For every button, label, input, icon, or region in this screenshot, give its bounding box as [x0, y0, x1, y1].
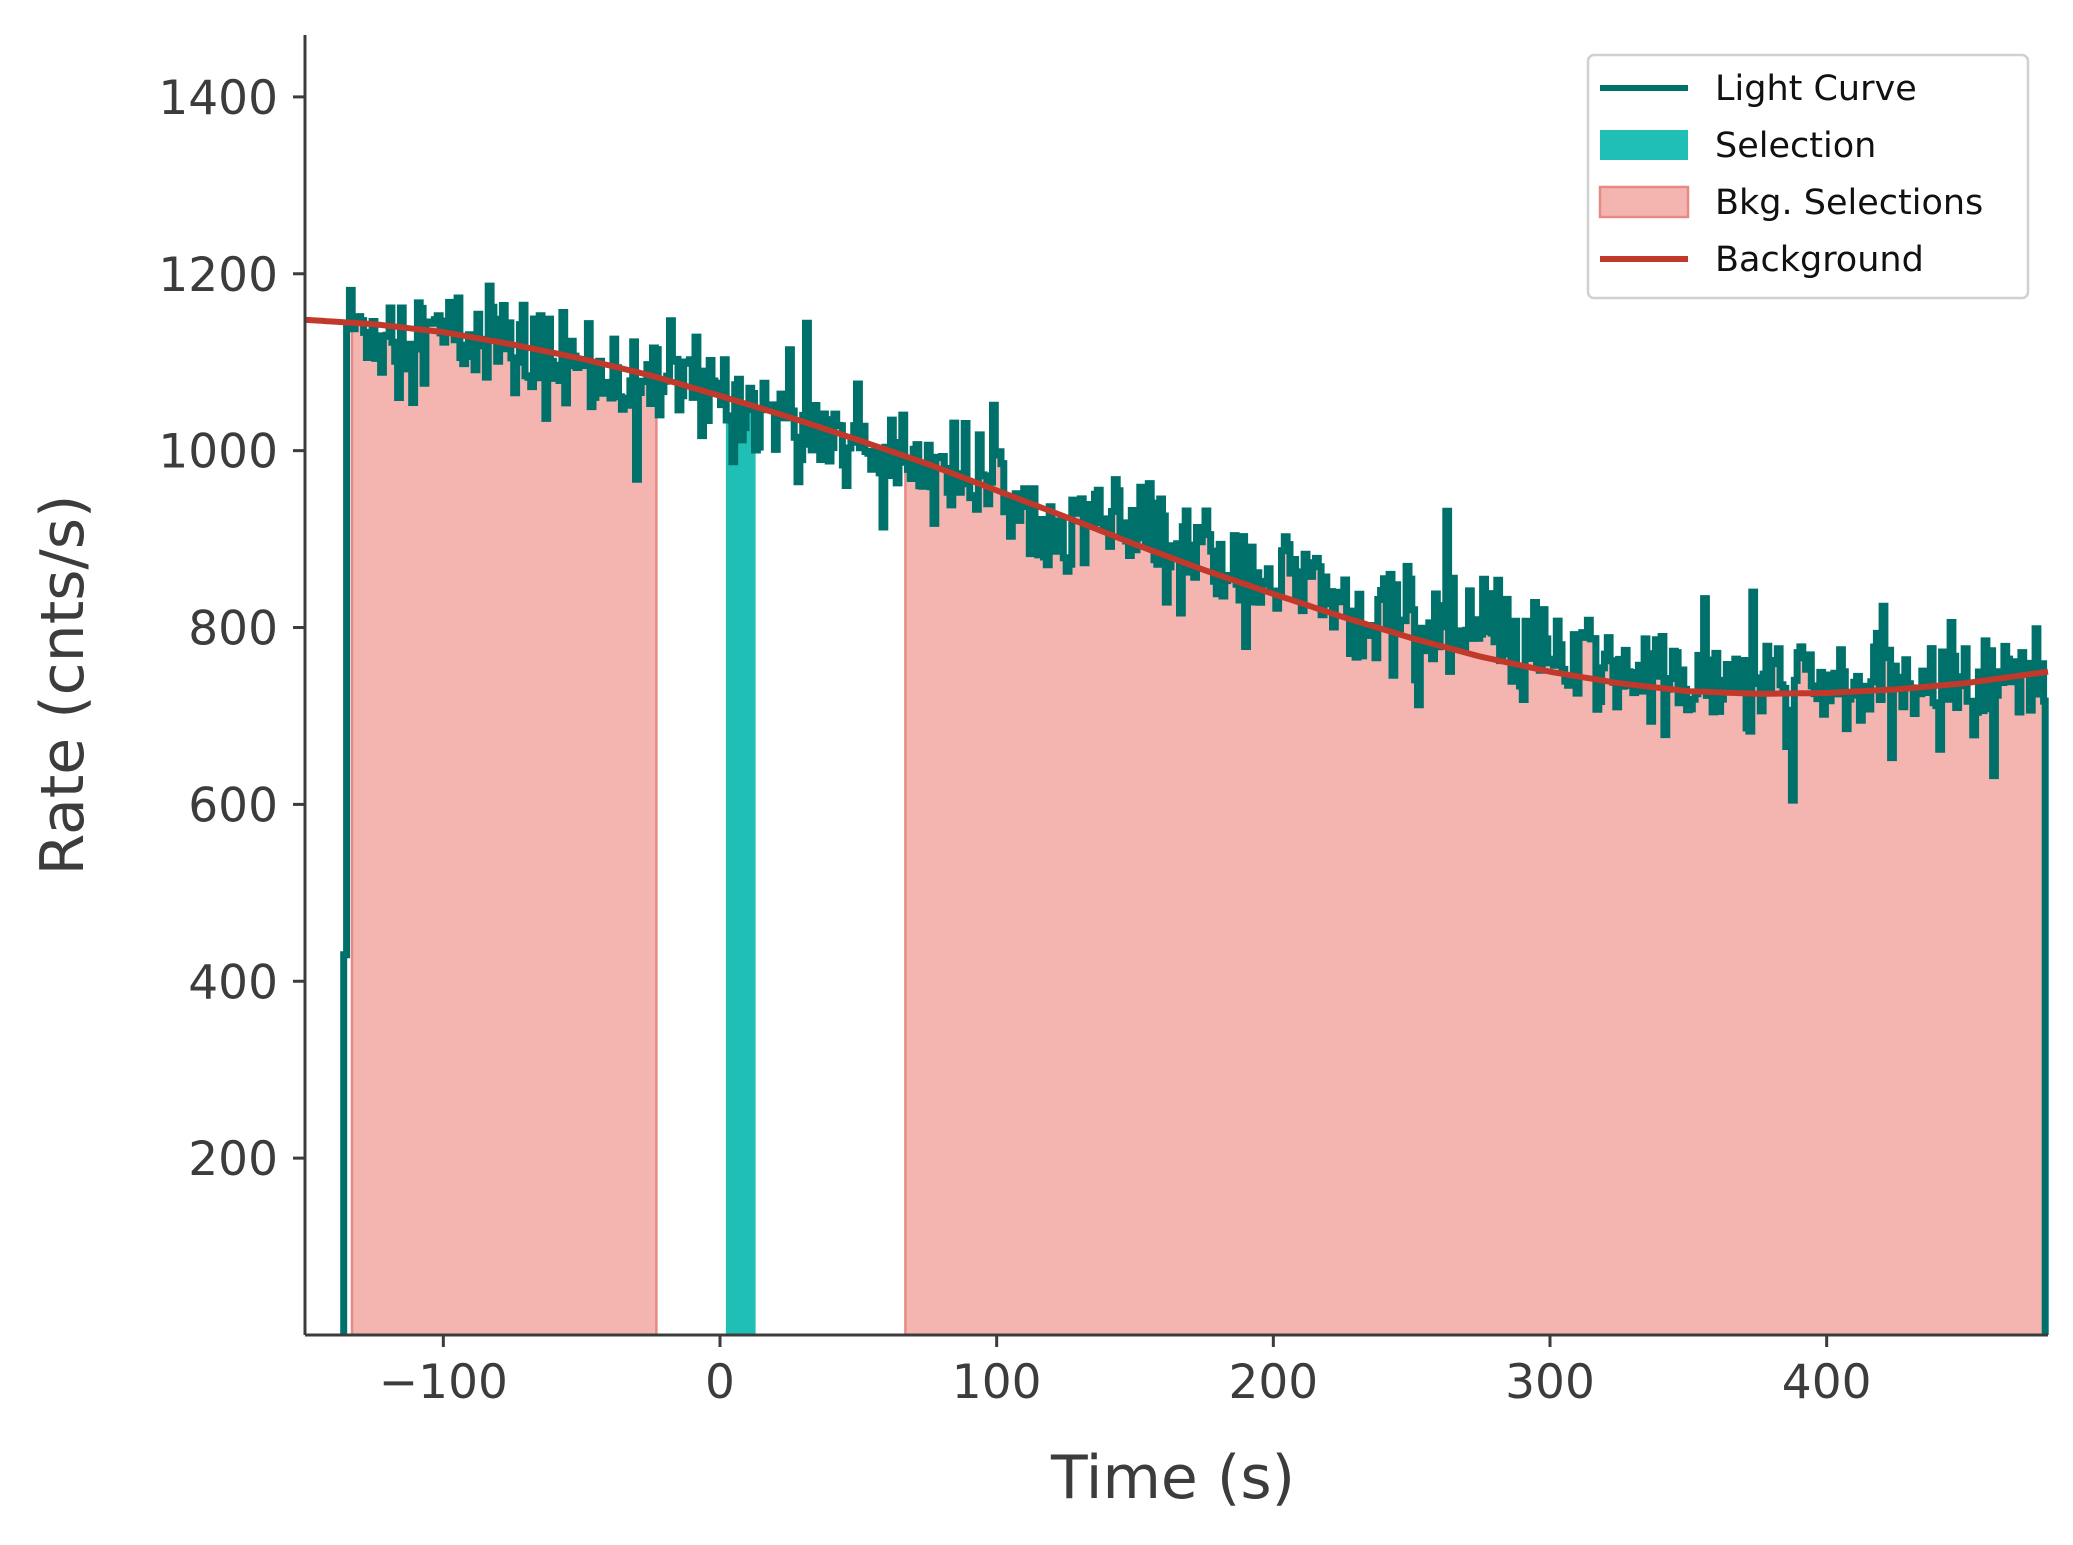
y-tick-label: 1400	[158, 71, 278, 126]
x-tick-label: 100	[952, 1355, 1042, 1410]
x-tick-label: 400	[1782, 1355, 1872, 1410]
y-tick-label: 1000	[158, 425, 278, 480]
axes-layer	[303, 35, 2048, 1337]
legend: Light Curve Selection Bkg. Selections Ba…	[1586, 53, 2030, 300]
ticks-layer: −100 0 100 200 300 400 200 400 600 800 1000 1200 140…	[158, 71, 1871, 1410]
x-tick-label: −100	[379, 1355, 508, 1410]
selection-layer	[725, 378, 756, 1336]
bkg-selection-fill-1	[350, 284, 658, 1337]
x-tick-label: 200	[1228, 1355, 1318, 1410]
y-tick-label: 600	[188, 778, 278, 833]
bkg-selection-fill-2	[904, 404, 2047, 1337]
legend-label-light-curve: Light Curve	[1715, 69, 1917, 109]
light-curve-layer	[340, 282, 2049, 1335]
legend-swatch-selection	[1600, 130, 1688, 160]
legend-swatch-bkg-selections	[1598, 185, 1690, 219]
legend-frame	[1586, 53, 2030, 300]
legend-label-background: Background	[1715, 240, 1924, 280]
y-tick-label: 1200	[158, 248, 278, 303]
y-tick-label: 200	[188, 1132, 278, 1187]
x-tick-label: 0	[705, 1355, 735, 1410]
bkg-selections-layer	[350, 284, 2047, 1337]
legend-label-selection: Selection	[1715, 126, 1876, 166]
x-tick-label: 300	[1505, 1355, 1595, 1410]
legend-label-bkg-selections: Bkg. Selections	[1715, 183, 1983, 223]
y-axis-title: Rate (cnts/s)	[28, 495, 98, 876]
x-axis-title: Time (s)	[1050, 1443, 1295, 1513]
background-model-line	[304, 316, 2049, 697]
selection-fill	[725, 378, 756, 1336]
y-tick-label: 800	[188, 602, 278, 657]
light-curve-line	[340, 282, 2049, 1335]
y-tick-label: 400	[188, 955, 278, 1010]
background-layer	[304, 316, 2049, 697]
